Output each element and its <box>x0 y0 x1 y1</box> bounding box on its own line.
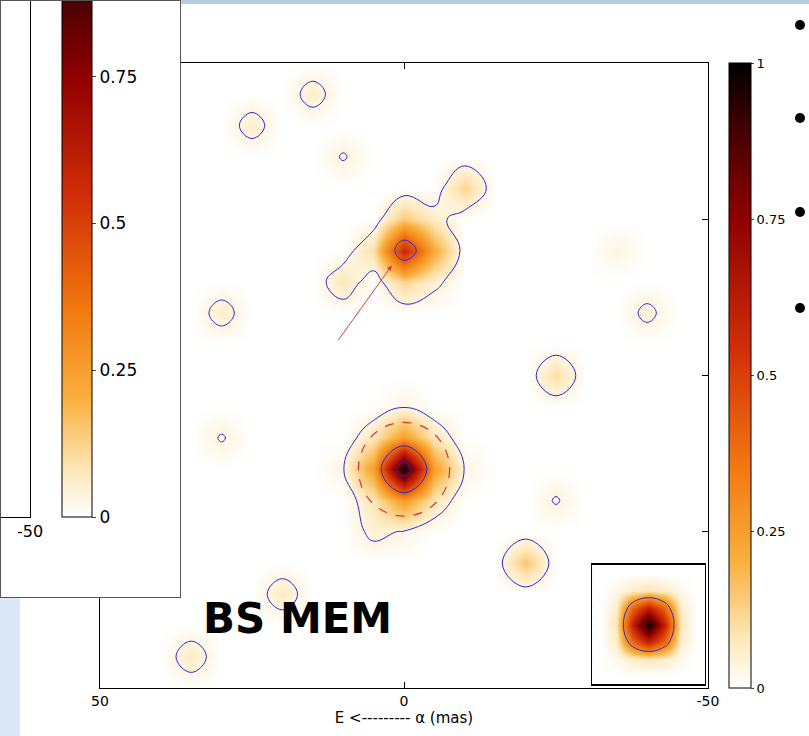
svg-text:0.75: 0.75 <box>99 67 137 87</box>
svg-text:BS MEM: BS MEM <box>203 594 392 643</box>
svg-text:0: 0 <box>99 507 110 527</box>
svg-text:50: 50 <box>91 693 109 709</box>
svg-text:E <--------- α (mas): E <--------- α (mas) <box>335 709 473 727</box>
svg-text:-50: -50 <box>697 693 720 709</box>
svg-text:0: 0 <box>757 681 765 696</box>
svg-text:0.5: 0.5 <box>99 213 126 233</box>
svg-text:0.25: 0.25 <box>99 360 137 380</box>
svg-text:-50: -50 <box>17 522 43 541</box>
svg-text:0.75: 0.75 <box>757 212 786 227</box>
svg-text:0: 0 <box>400 693 409 709</box>
svg-text:1: 1 <box>757 56 765 71</box>
svg-text:0.5: 0.5 <box>757 368 778 383</box>
svg-text:0.25: 0.25 <box>757 524 786 539</box>
